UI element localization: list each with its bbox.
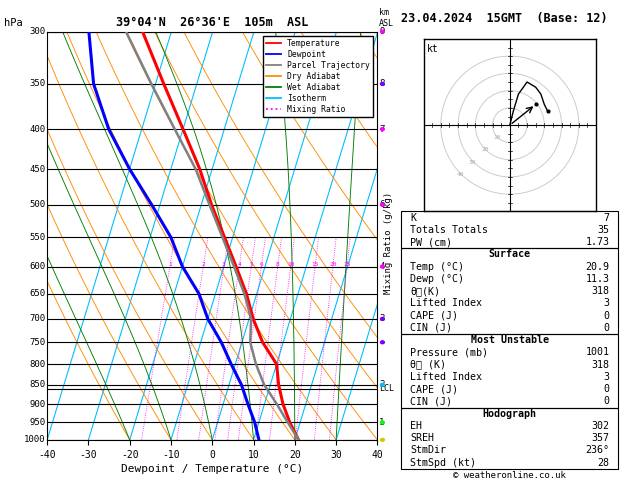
Text: 7: 7 xyxy=(379,124,384,134)
Text: 2: 2 xyxy=(201,261,205,267)
Text: 20.9: 20.9 xyxy=(586,261,610,272)
Text: 650: 650 xyxy=(30,289,45,298)
Text: 7: 7 xyxy=(604,212,610,223)
Text: 550: 550 xyxy=(30,233,45,242)
Text: 8: 8 xyxy=(379,79,384,88)
Text: 8: 8 xyxy=(276,261,279,267)
Text: 300: 300 xyxy=(30,27,45,36)
Text: 357: 357 xyxy=(592,433,610,443)
Text: 20: 20 xyxy=(329,261,337,267)
Text: © weatheronline.co.uk: © weatheronline.co.uk xyxy=(454,470,566,480)
Text: 6: 6 xyxy=(260,261,264,267)
Text: 25: 25 xyxy=(343,261,351,267)
Text: 236°: 236° xyxy=(586,446,610,455)
Text: CIN (J): CIN (J) xyxy=(410,323,452,333)
Legend: Temperature, Dewpoint, Parcel Trajectory, Dry Adiabat, Wet Adiabat, Isotherm, Mi: Temperature, Dewpoint, Parcel Trajectory… xyxy=(263,35,374,117)
Text: 3: 3 xyxy=(222,261,226,267)
Text: 1000: 1000 xyxy=(24,435,45,444)
Text: kt: kt xyxy=(427,44,439,54)
Text: 6: 6 xyxy=(379,200,384,209)
Text: 400: 400 xyxy=(30,124,45,134)
Text: 1: 1 xyxy=(379,418,384,427)
Text: 11.3: 11.3 xyxy=(586,274,610,284)
Text: 30: 30 xyxy=(469,160,476,165)
Text: 0: 0 xyxy=(604,397,610,406)
Text: 0: 0 xyxy=(604,311,610,321)
Text: 10: 10 xyxy=(494,135,501,140)
Text: Most Unstable: Most Unstable xyxy=(470,335,549,345)
Text: km
ASL: km ASL xyxy=(379,8,394,28)
Text: Lifted Index: Lifted Index xyxy=(410,372,482,382)
Text: Pressure (mb): Pressure (mb) xyxy=(410,347,488,357)
Text: 4: 4 xyxy=(379,262,384,271)
Text: 20: 20 xyxy=(481,147,489,153)
Text: Totals Totals: Totals Totals xyxy=(410,225,488,235)
Text: 5: 5 xyxy=(249,261,253,267)
Text: StmDir: StmDir xyxy=(410,446,446,455)
Text: θᴇ (K): θᴇ (K) xyxy=(410,360,446,370)
Text: 318: 318 xyxy=(592,360,610,370)
Text: 10: 10 xyxy=(287,261,294,267)
Text: 3: 3 xyxy=(604,372,610,382)
Text: Mixing Ratio (g/kg): Mixing Ratio (g/kg) xyxy=(384,192,393,294)
Text: K: K xyxy=(410,212,416,223)
Bar xyxy=(401,211,618,248)
Text: 0: 0 xyxy=(604,323,610,333)
Text: 900: 900 xyxy=(30,399,45,409)
Text: Temp (°C): Temp (°C) xyxy=(410,261,464,272)
Text: 3: 3 xyxy=(604,298,610,308)
Text: CIN (J): CIN (J) xyxy=(410,397,452,406)
Text: hPa: hPa xyxy=(4,17,23,28)
Bar xyxy=(401,248,618,334)
Text: PW (cm): PW (cm) xyxy=(410,237,452,247)
Text: 40: 40 xyxy=(457,173,464,177)
Text: LCL: LCL xyxy=(379,384,394,393)
Text: 700: 700 xyxy=(30,314,45,323)
Text: 1001: 1001 xyxy=(586,347,610,357)
Text: 302: 302 xyxy=(592,421,610,431)
Text: 0: 0 xyxy=(604,384,610,394)
Text: 15: 15 xyxy=(311,261,319,267)
Text: Hodograph: Hodograph xyxy=(483,409,537,419)
Bar xyxy=(401,408,618,469)
Text: Surface: Surface xyxy=(489,249,531,260)
Text: 1: 1 xyxy=(168,261,172,267)
Text: 23.04.2024  15GMT  (Base: 12): 23.04.2024 15GMT (Base: 12) xyxy=(401,12,608,25)
Text: 450: 450 xyxy=(30,165,45,174)
Text: StmSpd (kt): StmSpd (kt) xyxy=(410,458,476,468)
Text: 2: 2 xyxy=(379,380,384,389)
Text: EH: EH xyxy=(410,421,422,431)
Text: 500: 500 xyxy=(30,200,45,209)
Text: 35: 35 xyxy=(598,225,610,235)
Text: 850: 850 xyxy=(30,380,45,389)
Title: 39°04'N  26°36'E  105m  ASL: 39°04'N 26°36'E 105m ASL xyxy=(116,16,308,29)
Text: 318: 318 xyxy=(592,286,610,296)
Text: Dewp (°C): Dewp (°C) xyxy=(410,274,464,284)
Text: 950: 950 xyxy=(30,418,45,427)
Text: Lifted Index: Lifted Index xyxy=(410,298,482,308)
Text: CAPE (J): CAPE (J) xyxy=(410,311,458,321)
Text: 1.73: 1.73 xyxy=(586,237,610,247)
Bar xyxy=(401,334,618,408)
Text: θᴇ(K): θᴇ(K) xyxy=(410,286,440,296)
Text: 600: 600 xyxy=(30,262,45,271)
Text: 28: 28 xyxy=(598,458,610,468)
Text: SREH: SREH xyxy=(410,433,434,443)
Text: 750: 750 xyxy=(30,338,45,347)
Text: CAPE (J): CAPE (J) xyxy=(410,384,458,394)
Text: 800: 800 xyxy=(30,360,45,369)
Text: 9: 9 xyxy=(379,27,384,36)
X-axis label: Dewpoint / Temperature (°C): Dewpoint / Temperature (°C) xyxy=(121,464,303,474)
Text: 3: 3 xyxy=(379,314,384,323)
Text: 350: 350 xyxy=(30,79,45,88)
Text: 4: 4 xyxy=(237,261,241,267)
